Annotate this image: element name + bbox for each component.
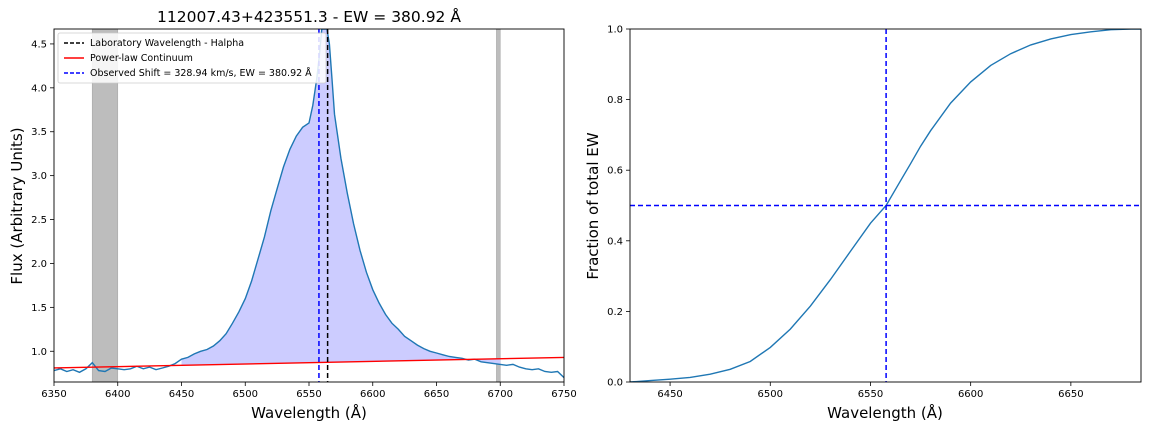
cumulative-axes-frame <box>629 28 1142 383</box>
spectrum-y-tick-label: 4.0 <box>31 83 47 94</box>
cumulative-y-tick-label: 1.0 <box>607 25 623 36</box>
spectrum-x-tick-label: 6400 <box>105 389 130 400</box>
spectrum-axes-frame <box>53 28 565 383</box>
spectrum-y-tick-label: 4.5 <box>31 39 47 50</box>
legend-shift-label: Observed Shift = 328.94 km/s, EW = 380.9… <box>90 67 312 79</box>
legend-box <box>57 32 327 84</box>
spectrum-x-tick-label: 6600 <box>360 389 385 400</box>
spectrum-x-tick-label: 6650 <box>424 389 449 400</box>
spectrum-panel: 6350 6400 6450 6500 6550 6600 6650 6700 6750 1.0 1… <box>8 7 577 422</box>
spectrum-x-tick-label: 6700 <box>488 389 513 400</box>
continuum-line <box>54 356 564 369</box>
spectrum-y-tick-label: 1.0 <box>31 347 47 358</box>
cumulative-y-tick-label: 0.8 <box>607 95 623 106</box>
cumulative-y-label: Fraction of total EW <box>584 132 602 279</box>
excluded-region-1 <box>496 29 501 382</box>
cumulative-y-tick-label: 0.2 <box>607 307 623 318</box>
spectrum-x-tick-label: 6550 <box>296 389 321 400</box>
cumulative-y-tick-label: 0.6 <box>607 166 623 177</box>
excluded-region-0 <box>91 29 119 382</box>
spectrum-y-tick-label: 2.5 <box>31 215 47 226</box>
cumulative-x-tick-label: 6650 <box>1058 389 1083 400</box>
cumulative-x-label: Wavelength (Å) <box>827 403 943 422</box>
cumulative-x-tick-label: 6450 <box>657 389 682 400</box>
legend-continuum-label: Power-law Continuum <box>90 53 193 64</box>
spectrum-x-tick-label: 6450 <box>169 389 194 400</box>
spectrum-y-tick-label: 3.0 <box>31 171 47 182</box>
cumulative-x-tick-label: 6600 <box>958 389 983 400</box>
cumulative-ew-line <box>630 29 1141 382</box>
cumulative-x-tick-label: 6550 <box>858 389 883 400</box>
cumulative-x-tick-label: 6500 <box>758 389 783 400</box>
spectrum-y-tick-label: 2.0 <box>31 259 47 270</box>
spectrum-y-tick-label: 1.5 <box>31 303 47 314</box>
spectrum-y-label: Flux (Arbitrary Units) <box>8 127 26 284</box>
spectrum-x-tick-label: 6350 <box>41 389 66 400</box>
cumulative-y-tick-label: 0.4 <box>607 236 623 247</box>
spectrum-x-tick-label: 6750 <box>551 389 576 400</box>
spectrum-title: 112007.43+423551.3 - EW = 380.92 Å <box>157 7 461 26</box>
spectrum-x-label: Wavelength (Å) <box>251 403 367 422</box>
cumulative-ew-panel: 6450 6500 6550 6600 6650 0.0 0.2 0.4 0.6 0.8 1.0 W… <box>584 25 1142 422</box>
spectrum-legend: Laboratory Wavelength - Halpha Power-law… <box>57 32 327 84</box>
ew-shaded-area <box>181 29 501 366</box>
legend-lab-label: Laboratory Wavelength - Halpha <box>90 38 244 49</box>
spectrum-y-tick-label: 3.5 <box>31 127 47 138</box>
spectrum-x-tick-label: 6500 <box>233 389 258 400</box>
cumulative-y-tick-label: 0.0 <box>607 378 623 389</box>
